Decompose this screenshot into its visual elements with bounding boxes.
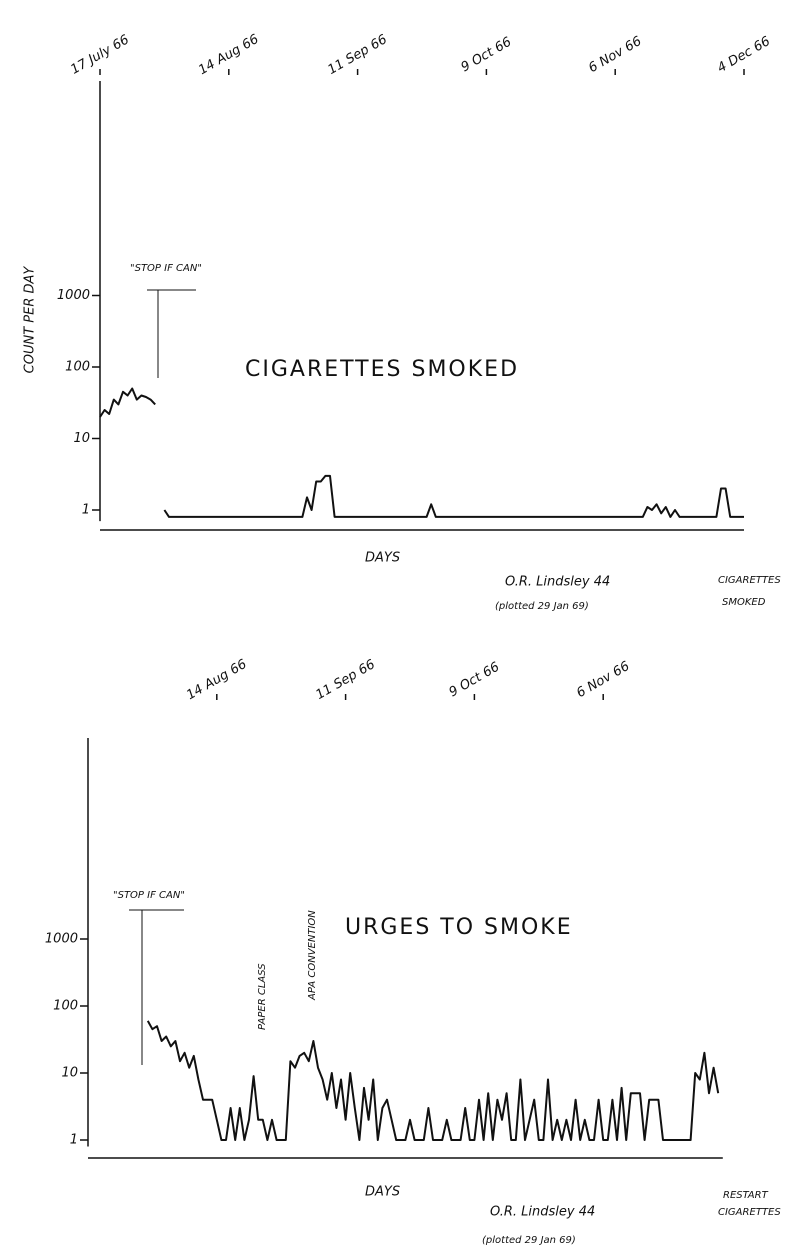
y-tick-label: 1000 [45,932,78,947]
y-tick-label: 10 [61,1066,78,1081]
x-axis-label: DAYS [365,1185,400,1200]
y-axis-label: COUNT PER DAY [23,266,38,374]
chart-title: CIGARETTES SMOKED [245,357,519,382]
y-tick-label: 1 [82,503,90,518]
annotation: PAPER CLASS [257,963,268,1030]
annotation: (plotted 29 Jan 69) [482,1235,576,1246]
page: 110100100017 July 6614 Aug 6611 Sep 669 … [0,0,795,1252]
y-tick-label: 1 [70,1133,78,1148]
x-axis-label: DAYS [365,551,400,566]
y-tick-label: 100 [65,360,90,375]
annotation: "STOP IF CAN" [113,890,185,901]
y-tick-label: 1000 [57,288,90,303]
annotation: O.R. Lindsley 44 [505,575,610,590]
data-line [100,389,744,517]
data-line [148,1021,718,1140]
annotation: RESTART [723,1190,769,1201]
annotation: O.R. Lindsley 44 [490,1205,595,1220]
annotation: SMOKED [722,597,766,608]
annotation: APA CONVENTION [307,910,318,1001]
y-tick-label: 10 [73,431,90,446]
annotation: CIGARETTES [718,575,781,586]
chart-sheet: 110100100017 July 6614 Aug 6611 Sep 669 … [0,0,795,1252]
annotation: "STOP IF CAN" [130,263,202,274]
annotation: (plotted 29 Jan 69) [495,601,589,612]
annotation: CIGARETTES [718,1207,781,1218]
chart-title: URGES TO SMOKE [345,915,573,940]
y-tick-label: 100 [53,999,78,1014]
